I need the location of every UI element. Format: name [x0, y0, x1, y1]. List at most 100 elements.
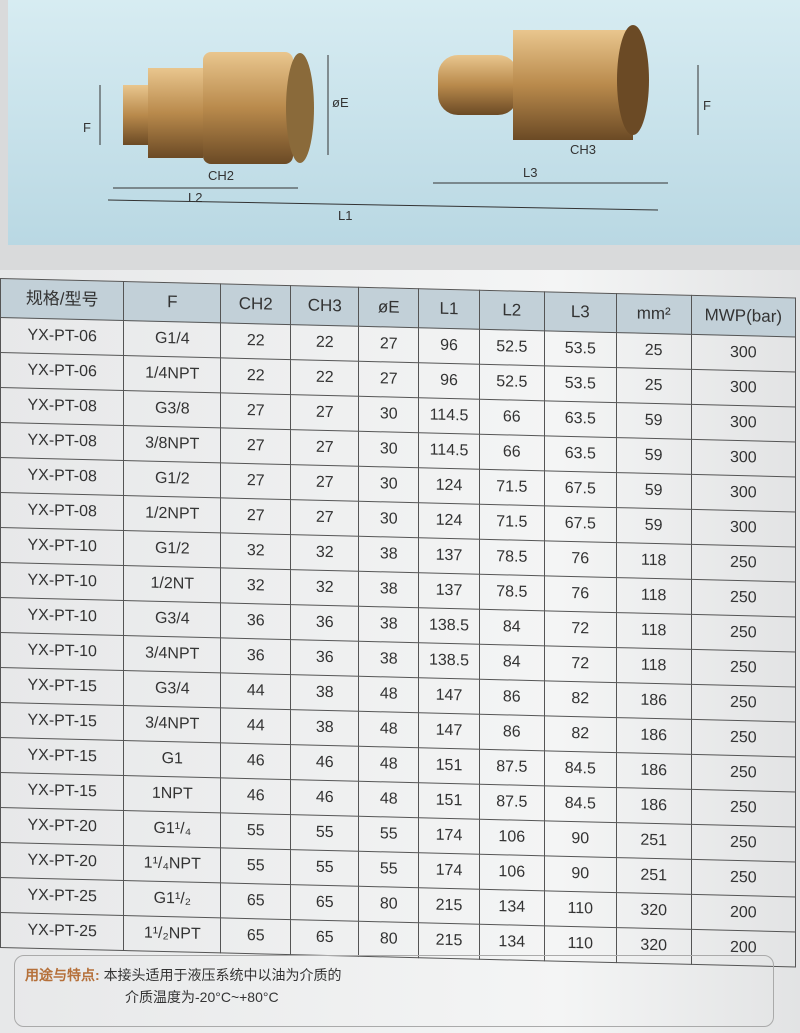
table-cell: 71.5: [479, 469, 545, 506]
table-cell: 87.5: [479, 749, 545, 786]
table-cell: 186: [616, 787, 692, 825]
table-cell: 76: [544, 575, 617, 613]
table-cell: YX-PT-15: [0, 702, 124, 741]
table-cell: G1¹/₄: [123, 810, 221, 848]
table-cell: 114.5: [418, 397, 480, 435]
table-cell: 32: [220, 567, 291, 605]
table-cell: 250: [691, 824, 796, 862]
table-cell: 22: [290, 359, 359, 397]
table-cell: YX-PT-06: [0, 352, 124, 391]
table-cell: 55: [358, 851, 419, 888]
table-cell: 186: [616, 682, 692, 720]
table-cell: G1: [123, 740, 221, 778]
table-cell: 78.5: [479, 539, 545, 576]
table-cell: 250: [691, 789, 796, 827]
table-cell: 46: [220, 742, 291, 780]
table-cell: 36: [290, 639, 359, 677]
table-cell: 80: [358, 886, 419, 923]
table-cell: 250: [691, 579, 796, 617]
table-cell: 80: [358, 921, 419, 958]
table-cell: 300: [691, 474, 796, 512]
table-cell: 96: [418, 327, 480, 365]
table-cell: 300: [691, 439, 796, 477]
table-cell: 250: [691, 684, 796, 722]
table-cell: 48: [358, 781, 419, 818]
table-cell: G1/2: [123, 460, 221, 498]
dim-label-l3: L3: [523, 165, 538, 180]
table-cell: 38: [358, 606, 419, 643]
table-cell: 27: [290, 394, 359, 432]
table-cell: 67.5: [544, 470, 617, 508]
table-cell: 59: [616, 507, 692, 545]
table-cell: 48: [358, 711, 419, 748]
table-cell: 38: [358, 641, 419, 678]
table-cell: 66: [479, 434, 545, 471]
table-cell: G3/4: [123, 600, 221, 638]
table-cell: 90: [544, 820, 617, 858]
table-cell: 84.5: [544, 785, 617, 823]
table-cell: 250: [691, 719, 796, 757]
table-cell: 67.5: [544, 505, 617, 543]
female-coupling-illustration: [123, 52, 314, 164]
usage-note: 用途与特点: 本接头适用于液压系统中以油为介质的 介质温度为-20°C~+80°…: [14, 955, 774, 1027]
table-cell: 36: [220, 637, 291, 675]
table-cell: YX-PT-08: [0, 457, 124, 496]
table-cell: 63.5: [544, 435, 617, 473]
table-cell: 27: [358, 326, 419, 363]
table-cell: 1¹/₂NPT: [123, 915, 221, 953]
table-cell: 106: [479, 854, 545, 891]
table-cell: G3/8: [123, 390, 221, 428]
table-cell: 215: [418, 922, 480, 960]
table-cell: 32: [290, 534, 359, 572]
table-cell: YX-PT-08: [0, 492, 124, 531]
table-cell: YX-PT-15: [0, 737, 124, 776]
column-header: øE: [358, 287, 419, 328]
table-cell: 250: [691, 754, 796, 792]
table-cell: 72: [544, 610, 617, 648]
product-photo: F øE CH2 L2 L1 CH3 L3 F: [8, 0, 800, 245]
column-header: 规格/型号: [0, 278, 124, 321]
column-header: L2: [479, 290, 545, 331]
table-cell: 215: [418, 887, 480, 925]
table-cell: 27: [290, 429, 359, 467]
table-cell: 151: [418, 747, 480, 785]
usage-note-heading: 用途与特点:: [25, 967, 100, 983]
column-header: L1: [418, 288, 480, 330]
table-cell: 3/8NPT: [123, 425, 221, 463]
table-cell: 3/4NPT: [123, 705, 221, 743]
table-cell: 55: [290, 849, 359, 887]
table-cell: 124: [418, 502, 480, 540]
table-cell: 25: [616, 332, 692, 370]
table-cell: 38: [290, 709, 359, 747]
column-header: L3: [544, 291, 617, 333]
table-cell: 151: [418, 782, 480, 820]
usage-note-line2: 介质温度为-20°C~+80°C: [125, 989, 279, 1005]
table-cell: G1¹/₂: [123, 880, 221, 918]
table-cell: 110: [544, 890, 617, 928]
table-cell: 30: [358, 396, 419, 433]
table-cell: 82: [544, 715, 617, 753]
column-header: CH2: [220, 283, 291, 325]
column-header: mm²: [616, 293, 692, 335]
column-header: MWP(bar): [691, 295, 796, 337]
table-cell: 46: [220, 777, 291, 815]
table-cell: 251: [616, 822, 692, 860]
table-cell: 1/2NPT: [123, 495, 221, 533]
table-cell: 137: [418, 572, 480, 610]
table-cell: 59: [616, 402, 692, 440]
table-cell: 27: [220, 462, 291, 500]
table-cell: 46: [290, 779, 359, 817]
table-cell: YX-PT-08: [0, 422, 124, 461]
coupling-diagram: [99, 25, 699, 211]
table-cell: 27: [358, 361, 419, 398]
table-cell: 137: [418, 537, 480, 575]
table-cell: 38: [358, 536, 419, 573]
table-cell: 1NPT: [123, 775, 221, 813]
table-cell: 30: [358, 431, 419, 468]
table-cell: YX-PT-25: [0, 912, 124, 951]
dim-label-ch2: CH2: [208, 168, 235, 183]
table-cell: G1/4: [123, 320, 221, 358]
table-cell: 55: [290, 814, 359, 852]
table-cell: 22: [290, 324, 359, 362]
table-cell: 63.5: [544, 400, 617, 438]
